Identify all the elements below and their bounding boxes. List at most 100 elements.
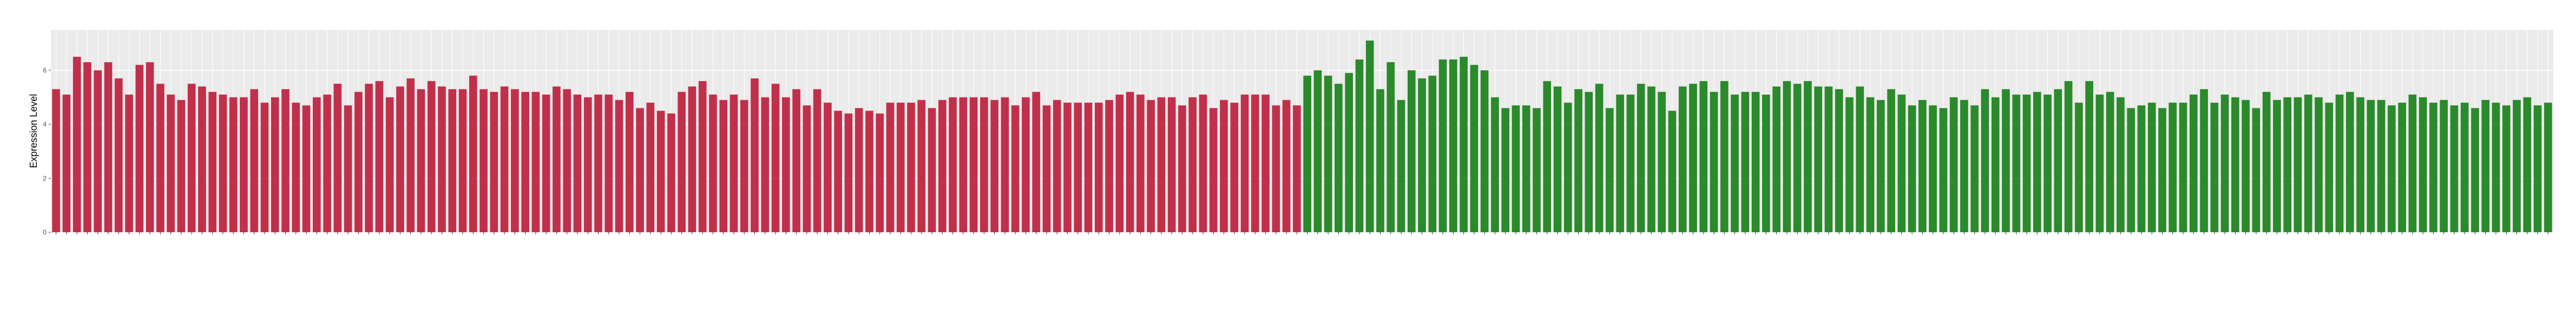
bar [2085,81,2093,232]
bar [385,97,394,232]
bar [1668,110,1677,232]
bar [1783,81,1791,232]
bar [2471,108,2479,232]
bar [1011,105,1020,232]
bar [667,113,675,232]
bar [2325,102,2334,232]
bar [1501,108,1510,232]
bar [1637,83,1645,232]
bar [1230,102,1239,232]
bar [469,75,477,233]
bar [2179,102,2187,232]
bar [1553,86,1562,232]
bar [553,86,561,232]
bar [208,91,216,232]
bar [1522,105,1530,232]
bar [803,105,811,232]
bar [583,97,592,232]
bar [2022,94,2031,232]
bar [2252,108,2260,232]
bar [886,102,895,232]
bar [781,97,790,232]
bar [406,78,415,232]
bar [250,89,259,232]
bar [156,83,165,232]
bar [1908,105,1916,232]
bar [1856,86,1864,232]
bar [2398,102,2406,232]
bar [1428,75,1437,233]
bar [646,102,655,232]
bar [2137,105,2146,232]
bar [94,70,102,233]
bar [198,86,206,232]
bar [1167,97,1176,232]
bar [2533,105,2542,232]
bar [678,91,686,232]
bar [740,100,748,232]
bar [1209,108,1218,232]
bar [2189,94,2198,232]
bar [1438,59,1447,232]
y-tick-label: 0 [43,228,47,236]
bar [1022,97,1030,232]
bar [2450,105,2459,232]
bar [2460,102,2469,232]
bar [2242,100,2250,232]
bar [187,83,196,232]
bar [2367,100,2375,232]
bar [1689,83,1697,232]
bar [2262,91,2271,232]
bar [876,113,884,232]
bar [1960,100,1968,232]
y-tick-label: 4 [43,121,47,128]
bar [448,89,457,232]
bar [563,89,571,232]
bar [1199,94,1207,232]
bar [1042,105,1051,232]
bar [2502,105,2511,232]
bar [1804,81,1812,232]
bar [907,102,915,232]
bar [1970,105,1979,232]
bar [1324,75,1332,233]
bar [1626,94,1635,232]
bar [980,97,988,232]
bar [52,89,60,232]
bar [834,110,842,232]
bar [2523,97,2532,232]
bar [2273,100,2281,232]
plot-panel [51,30,2553,232]
bar [1282,100,1291,232]
bar [656,110,665,232]
bar [1272,105,1280,232]
bar [1762,94,1770,232]
bar [896,102,905,232]
bar [719,100,728,232]
bar [1606,108,1614,232]
bar [2075,102,2083,232]
bar [2220,94,2229,232]
bar [427,81,436,232]
bar [240,97,248,232]
bar [2481,100,2490,232]
bar [1595,83,1604,232]
bar [323,94,331,232]
bar [104,62,113,232]
bar [1178,105,1186,232]
bar [1188,97,1197,232]
bar [531,91,540,232]
bar [698,81,707,232]
bar [396,86,404,232]
bar [62,94,71,232]
bar [2002,89,2010,232]
bar [365,83,373,232]
bar [1751,91,1760,232]
bar [2283,97,2292,232]
bar [1543,81,1552,232]
bar [1897,94,1906,232]
bar [604,94,613,232]
bar [1397,100,1405,232]
bar [855,108,863,232]
